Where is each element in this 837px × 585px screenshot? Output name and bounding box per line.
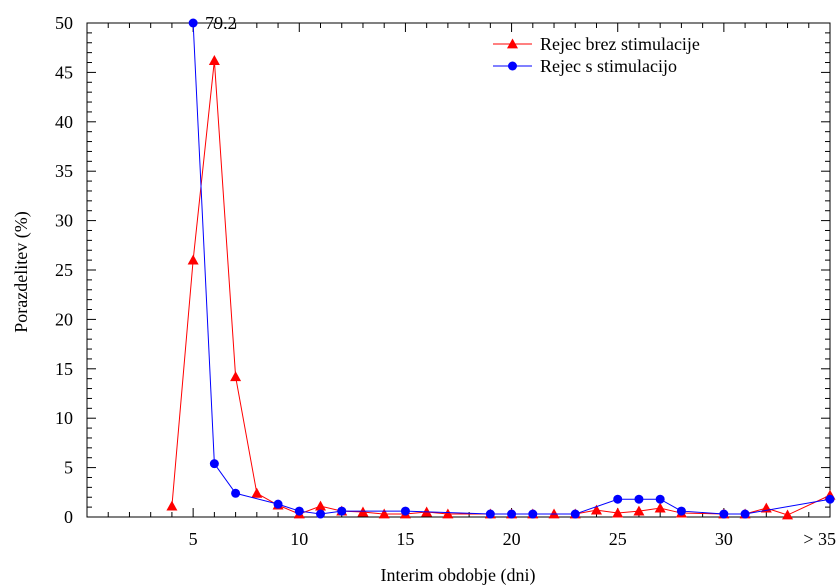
data-point [273, 499, 283, 509]
legend-label: Rejec brez stimulacije [540, 34, 700, 54]
data-point [654, 502, 666, 513]
x-tick-label: 30 [715, 529, 733, 549]
x-tick-label: 15 [396, 529, 414, 549]
plot-frame [86, 22, 831, 518]
data-point [634, 494, 644, 504]
y-tick-label: 30 [55, 211, 73, 231]
x-tick-label: 5 [189, 529, 198, 549]
y-tick-label: 40 [55, 112, 73, 132]
y-axis-label: Porazdelitev (%) [11, 211, 32, 332]
data-point [209, 459, 219, 469]
data-point [166, 500, 178, 511]
data-point [613, 494, 623, 504]
annotation-layer: 79.2 [205, 13, 237, 33]
legend-marker [508, 61, 517, 71]
legend-marker [507, 38, 518, 49]
y-tick-label: 0 [64, 507, 73, 527]
data-point [337, 506, 347, 516]
series-2 [188, 18, 835, 519]
x-tick-label: 25 [609, 529, 627, 549]
x-tick-label: > 35 [803, 529, 836, 549]
y-tick-label: 20 [55, 309, 73, 329]
data-point [676, 506, 686, 516]
data-point [719, 509, 729, 519]
data-point [315, 500, 327, 511]
series-layer [166, 18, 836, 520]
data-label: 79.2 [205, 13, 237, 33]
tick-labels: 5 10 15 20 25 30 > 35 0 5 10 15 20 25 30 35 40 45 50 [55, 13, 836, 549]
data-point [782, 509, 794, 520]
data-point [507, 509, 517, 519]
y-tick-label: 5 [64, 458, 73, 478]
series-line [192, 22, 831, 515]
legend-item: Rejec s stimulacijo [493, 56, 677, 76]
data-point [187, 254, 199, 265]
y-tick-label: 45 [55, 62, 73, 82]
y-tick-label: 10 [55, 408, 73, 428]
plot-axes [86, 22, 831, 518]
data-point [442, 508, 454, 519]
data-point [528, 509, 538, 519]
series-line [171, 60, 831, 516]
data-point [655, 494, 665, 504]
legend-item: Rejec brez stimulacije [493, 34, 700, 54]
series-1 [166, 55, 836, 520]
data-point [633, 505, 645, 516]
x-axis-label: Interim obdobje (dni) [381, 565, 536, 585]
data-point [208, 55, 220, 65]
data-point [294, 506, 304, 516]
data-point [316, 509, 326, 519]
data-point [188, 18, 198, 28]
y-tick-label: 35 [55, 161, 73, 181]
data-point [740, 509, 750, 519]
data-point [230, 371, 242, 382]
data-point [825, 494, 835, 504]
x-tick-label: 20 [503, 529, 521, 549]
y-tick-label: 25 [55, 260, 73, 280]
legend-label: Rejec s stimulacijo [540, 56, 677, 76]
data-point [485, 509, 495, 519]
data-point [378, 508, 390, 519]
data-point [548, 508, 560, 519]
data-point [251, 487, 263, 498]
data-point [570, 509, 580, 519]
data-point [400, 506, 410, 516]
data-point [231, 488, 241, 498]
data-point [590, 504, 602, 515]
y-tick-label: 15 [55, 359, 73, 379]
y-tick-label: 50 [55, 13, 73, 33]
x-tick-label: 10 [290, 529, 308, 549]
data-point [612, 507, 624, 518]
